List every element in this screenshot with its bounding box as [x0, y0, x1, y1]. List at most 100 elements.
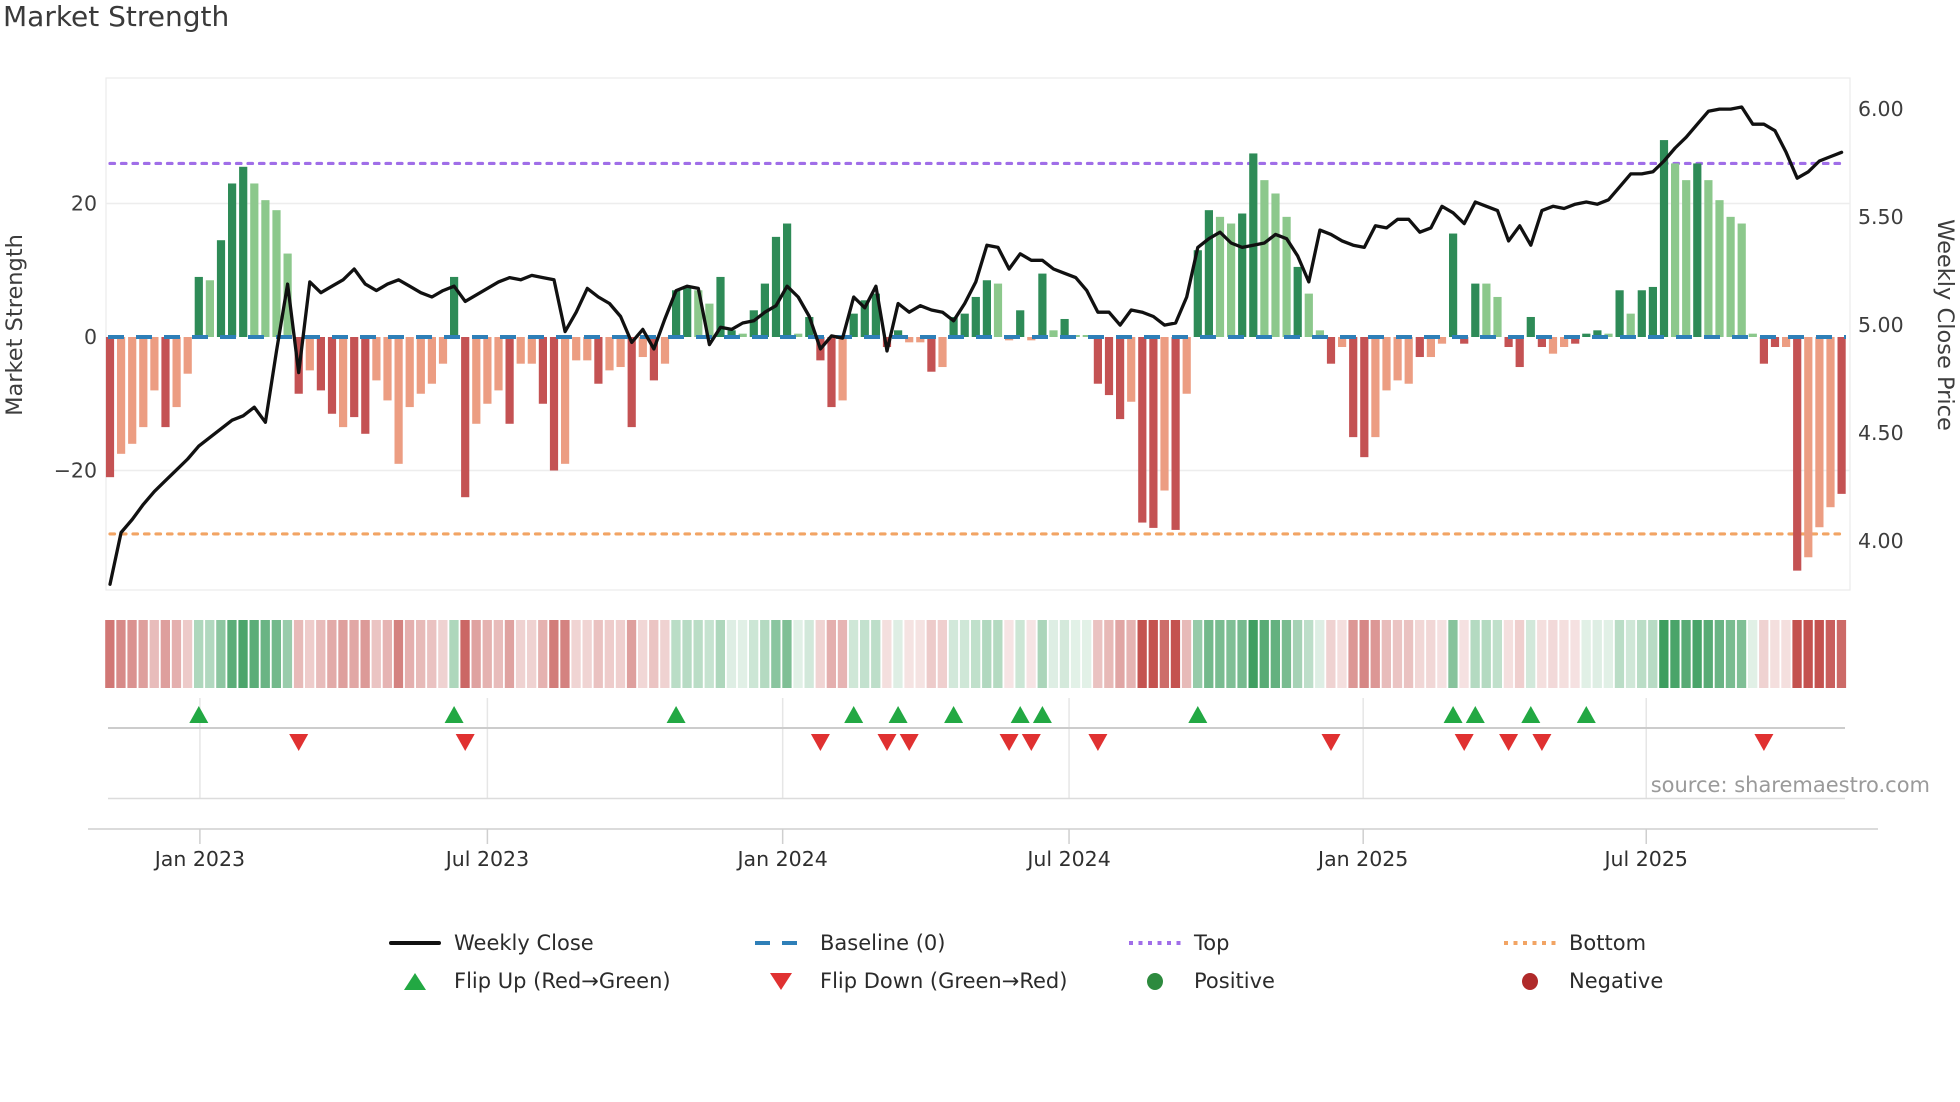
heatmap-cell — [715, 620, 725, 688]
strength-bar — [1659, 140, 1669, 337]
baseline-dash-icon — [755, 941, 807, 945]
positive-dot-icon — [1129, 972, 1181, 990]
heatmap-cell — [1792, 620, 1802, 688]
heatmap-cell — [515, 620, 526, 688]
strength-bar — [1215, 216, 1225, 337]
strength-bar — [527, 337, 536, 364]
heatmap-cell — [848, 620, 859, 688]
heatmap-cell — [382, 620, 392, 688]
heatmap-cell — [1559, 620, 1569, 688]
heatmap-cell — [1104, 620, 1114, 688]
strength-bar — [1615, 290, 1624, 337]
heatmap-cell — [538, 620, 548, 688]
flip-down-marker — [877, 734, 897, 751]
strength-bar — [616, 337, 625, 368]
strength-bar — [416, 337, 425, 394]
flip-up-marker — [1188, 706, 1208, 723]
flip-down-marker — [810, 734, 830, 751]
y-axis-left: 20 0 −20 Market Strength — [2, 192, 97, 483]
heatmap-cell — [1048, 620, 1058, 688]
flip-up-marker — [1521, 706, 1541, 723]
left-tick-label: −20 — [54, 459, 97, 483]
strength-bar — [472, 337, 481, 424]
heatmap-cell — [1681, 620, 1691, 688]
strength-bar — [239, 166, 248, 337]
strength-bar — [1171, 337, 1180, 530]
flip-up-marker — [1010, 706, 1030, 723]
heatmap-cell — [427, 620, 437, 688]
heatmap-cell — [393, 620, 404, 688]
heatmap-cell — [227, 620, 237, 688]
strength-bar — [305, 337, 314, 371]
strength-bar — [1682, 180, 1691, 337]
strength-bar — [1193, 250, 1202, 337]
strength-bar — [1726, 216, 1735, 337]
strength-bar — [1837, 337, 1846, 494]
strength-bar — [139, 337, 148, 428]
marker-lanes — [108, 698, 1845, 800]
strength-bar — [1626, 313, 1635, 337]
heatmap-cell — [860, 620, 870, 688]
strength-bar — [949, 316, 958, 337]
strength-bar — [938, 337, 947, 368]
strength-bar — [705, 303, 714, 337]
flip-up-marker — [1465, 706, 1485, 723]
strength-bar — [461, 337, 470, 498]
strength-bar — [316, 337, 325, 391]
heatmap-cell — [1159, 620, 1169, 688]
heatmap-cell — [638, 620, 648, 688]
strength-bar — [1116, 337, 1125, 420]
heatmap-cell — [1148, 620, 1158, 688]
strength-bar — [438, 337, 448, 364]
reference-lines — [108, 161, 1848, 536]
strength-bar — [172, 337, 181, 408]
heatmap-cell — [105, 620, 115, 688]
heatmap-cell — [316, 620, 326, 688]
strength-bar — [1693, 163, 1702, 337]
flip-down-triangle-icon — [755, 972, 807, 990]
heatmap-cell — [127, 620, 137, 688]
strength-bar — [1393, 337, 1402, 381]
strength-bar — [483, 337, 492, 404]
heatmap-cell — [1814, 620, 1824, 688]
heatmap-cell — [1803, 620, 1813, 688]
strength-bar — [1770, 337, 1780, 348]
heatmap-cell — [1781, 620, 1791, 688]
strength-bar — [1338, 337, 1347, 348]
strength-bar — [339, 337, 348, 428]
strength-bar — [1759, 337, 1768, 364]
weekly-close-line-icon — [389, 941, 441, 945]
flip-up-marker — [944, 706, 964, 723]
right-tick-label: 4.00 — [1858, 529, 1904, 553]
strength-bar — [1415, 337, 1424, 358]
strength-bar — [1548, 337, 1558, 354]
heatmap-cell — [1193, 620, 1203, 688]
strength-bar — [1737, 223, 1746, 337]
strength-bar — [1238, 213, 1247, 337]
x-tick-label: Jul 2023 — [444, 847, 529, 871]
heatmap-cell — [959, 620, 970, 688]
strength-bar — [805, 316, 814, 337]
heatmap-cell — [1015, 620, 1025, 688]
strength-bar — [1104, 337, 1114, 396]
heatmap-cell — [760, 620, 770, 688]
strength-bar — [1149, 337, 1158, 528]
heatmap-cell — [1648, 620, 1658, 688]
strength-bar — [783, 223, 792, 337]
heatmap-cell — [1481, 620, 1491, 688]
legend-label: Positive — [1194, 969, 1275, 993]
flip-up-marker — [1032, 706, 1052, 723]
heatmap-cell — [615, 620, 626, 688]
heatmap-cell — [1526, 620, 1536, 688]
strength-bar — [649, 337, 658, 381]
strength-bar — [1127, 337, 1136, 402]
heatmap-cell — [771, 620, 781, 688]
heatmap-cell — [1093, 620, 1103, 688]
strength-bar — [1049, 330, 1058, 337]
flip-up-marker — [888, 706, 908, 723]
heatmap-cell — [260, 620, 270, 688]
x-axis: Jan 2023 Jul 2023 Jan 2024 Jul 2024 Jan 2025… — [88, 828, 1878, 871]
strength-bar — [516, 337, 525, 364]
heatmap-cell — [493, 620, 503, 688]
